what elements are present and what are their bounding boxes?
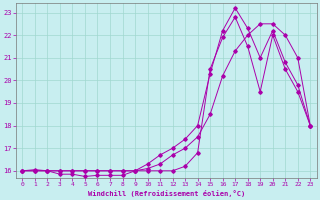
X-axis label: Windchill (Refroidissement éolien,°C): Windchill (Refroidissement éolien,°C)	[88, 190, 245, 197]
